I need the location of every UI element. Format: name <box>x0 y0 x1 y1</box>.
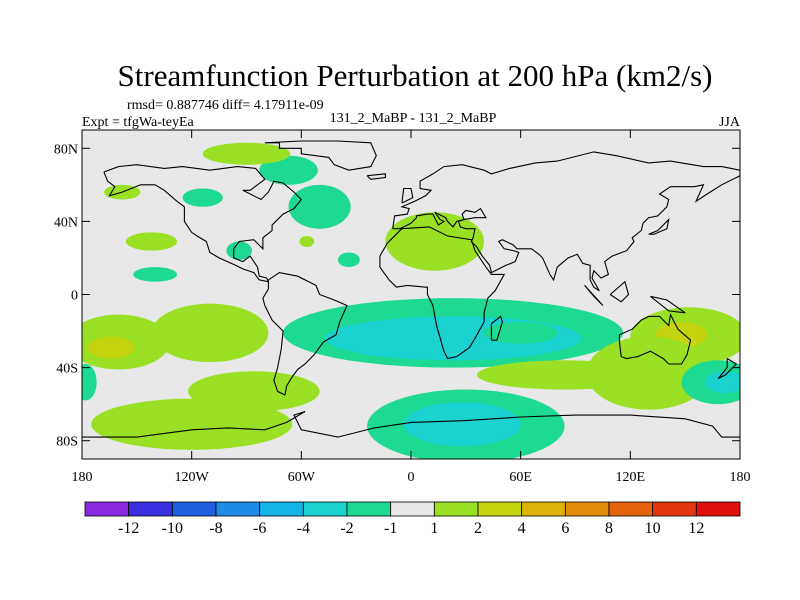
anomaly-region-4 <box>288 184 351 229</box>
anomaly-region-5 <box>125 232 178 251</box>
x-tick-label-6: 180 <box>730 470 751 485</box>
y-tick-label-1: 40N <box>54 215 78 230</box>
anomaly-region-2 <box>259 155 318 185</box>
colorbar-label-12: 10 <box>645 520 661 537</box>
colorbar-box-7 <box>390 501 435 517</box>
anomaly-region-3 <box>202 142 291 165</box>
anomaly-region-10 <box>385 212 485 271</box>
coastline-8 <box>401 187 414 204</box>
anomaly-region-7 <box>226 241 252 260</box>
colorbar-label-9: 4 <box>518 520 526 537</box>
anomaly-region-14 <box>87 336 136 359</box>
coastline-0 <box>264 140 377 171</box>
coastlines <box>82 140 740 438</box>
x-tick-label-1: 120W <box>175 470 210 485</box>
season-label: JJA <box>719 115 741 130</box>
colorbar-box-10 <box>521 501 566 517</box>
coastline-7 <box>82 410 740 438</box>
colorbar-label-0: -12 <box>118 520 139 537</box>
coastline-1 <box>103 164 303 283</box>
anomaly-region-27 <box>403 402 521 447</box>
colorbar-label-5: -2 <box>340 520 353 537</box>
anomaly-region-6 <box>133 267 178 282</box>
coastline-4 <box>379 226 506 360</box>
colorbar-label-7: 1 <box>430 520 438 537</box>
y-tick-label-3: 40S <box>56 362 78 377</box>
colorbar-label-11: 8 <box>605 520 613 537</box>
anomaly-region-22 <box>705 371 740 394</box>
coastline-10 <box>648 217 670 235</box>
colorbar-box-0 <box>84 501 130 517</box>
colorbar-label-10: 6 <box>561 520 569 537</box>
anomaly-region-17 <box>91 398 293 450</box>
x-tick-label-5: 120E <box>616 470 646 485</box>
anomaly-region-24 <box>476 360 653 390</box>
x-tick-label-4: 60E <box>509 470 532 485</box>
coastline-2 <box>262 272 348 396</box>
colorbar: -12 -10 -8 -6 -4 -2 -1 1 2 4 6 8 10 12 <box>84 501 741 537</box>
y-tick-label-0: 80N <box>54 142 78 157</box>
axis-ticks: 180 120W 60W 0 60E 120E 180 80N 40N 0 40S 80S <box>54 130 751 485</box>
colorbar-box-13 <box>652 501 697 517</box>
coastline-3 <box>392 151 740 292</box>
colorbar-label-13: 12 <box>688 520 704 537</box>
y-tick-label-4: 80S <box>56 435 78 450</box>
colorbar-box-3 <box>215 501 261 517</box>
coastline-11 <box>584 285 604 306</box>
anomaly-region-23 <box>82 363 97 401</box>
colorbar-box-11 <box>564 501 610 517</box>
anomaly-regions <box>82 142 740 459</box>
comparison-label: 131_2_MaBP - 131_2_MaBP <box>330 111 497 126</box>
colorbar-label-1: -10 <box>162 520 183 537</box>
colorbar-label-3: -6 <box>253 520 266 537</box>
colorbar-box-4 <box>259 501 304 517</box>
colorbar-label-4: -4 <box>297 520 310 537</box>
colorbar-box-12 <box>608 501 654 517</box>
x-tick-label-3: 0 <box>408 470 415 485</box>
stats-text: rmsd= 0.887746 diff= 4.17911e-09 <box>127 98 324 113</box>
chart-title: Streamfunction Perturbation at 200 hPa (… <box>118 58 713 93</box>
colorbar-label-6: -1 <box>384 520 397 537</box>
colorbar-box-9 <box>477 501 523 517</box>
experiment-label: Expt = tfgWa-teyEa <box>82 115 195 130</box>
colorbar-box-5 <box>302 501 348 517</box>
colorbar-label-2: -8 <box>209 520 222 537</box>
coastline-9 <box>366 173 386 180</box>
coastline-12 <box>609 280 630 303</box>
colorbar-box-2 <box>171 501 217 517</box>
y-tick-label-2: 0 <box>71 289 78 304</box>
anomaly-region-9 <box>299 236 315 247</box>
colorbar-box-14 <box>695 501 741 517</box>
colorbar-box-8 <box>433 501 479 517</box>
coastline-5 <box>618 312 692 365</box>
colorbar-box-6 <box>346 501 392 517</box>
coastline-14 <box>717 358 738 380</box>
anomaly-region-1 <box>182 188 223 207</box>
anomaly-region-25 <box>484 321 558 344</box>
coastline-6 <box>490 315 503 341</box>
x-tick-label-0: 180 <box>72 470 93 485</box>
anomaly-region-8 <box>337 252 360 268</box>
coastline-13 <box>650 295 686 314</box>
x-tick-label-2: 60W <box>288 470 316 485</box>
colorbar-label-8: 2 <box>474 520 482 537</box>
anomaly-region-15 <box>151 303 269 363</box>
colorbar-box-1 <box>128 501 173 517</box>
